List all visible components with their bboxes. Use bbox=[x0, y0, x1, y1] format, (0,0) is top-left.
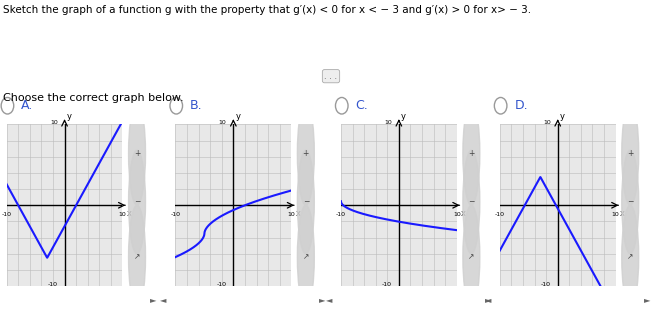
Text: ◄: ◄ bbox=[326, 295, 332, 304]
Text: 10: 10 bbox=[287, 212, 295, 217]
Text: ◄: ◄ bbox=[160, 295, 167, 304]
Text: x: x bbox=[296, 209, 301, 218]
Text: y: y bbox=[236, 112, 240, 121]
Circle shape bbox=[128, 150, 146, 254]
Circle shape bbox=[463, 205, 480, 309]
Text: y: y bbox=[560, 112, 565, 121]
Text: -10: -10 bbox=[1, 212, 12, 217]
Text: 10: 10 bbox=[50, 120, 58, 125]
Circle shape bbox=[128, 102, 146, 205]
Text: −: − bbox=[627, 197, 634, 207]
Text: +: + bbox=[303, 149, 309, 158]
Text: 10: 10 bbox=[118, 212, 126, 217]
Text: -10: -10 bbox=[216, 282, 226, 287]
Text: ↗: ↗ bbox=[468, 253, 475, 262]
Text: ◄: ◄ bbox=[485, 295, 491, 304]
Text: Sketch the graph of a function g with the property that g′(x) < 0 for x < − 3 an: Sketch the graph of a function g with th… bbox=[3, 5, 532, 15]
Text: ↗: ↗ bbox=[134, 253, 140, 262]
Text: −: − bbox=[468, 197, 475, 207]
Text: +: + bbox=[468, 149, 475, 158]
Circle shape bbox=[297, 150, 314, 254]
Text: ↗: ↗ bbox=[303, 253, 309, 262]
Text: +: + bbox=[627, 149, 634, 158]
Text: y: y bbox=[401, 112, 406, 121]
Circle shape bbox=[297, 205, 314, 309]
Circle shape bbox=[463, 150, 480, 254]
Text: y: y bbox=[67, 112, 71, 121]
Text: 10: 10 bbox=[612, 212, 620, 217]
Text: 10: 10 bbox=[453, 212, 461, 217]
Text: C.: C. bbox=[355, 99, 368, 112]
Circle shape bbox=[622, 102, 639, 205]
Text: A.: A. bbox=[21, 99, 34, 112]
Text: ↗: ↗ bbox=[627, 253, 634, 262]
Text: -10: -10 bbox=[495, 212, 505, 217]
Text: x: x bbox=[127, 209, 132, 218]
Text: D.: D. bbox=[514, 99, 528, 112]
Text: Choose the correct graph below.: Choose the correct graph below. bbox=[3, 93, 184, 103]
Circle shape bbox=[297, 102, 314, 205]
Text: -10: -10 bbox=[48, 282, 58, 287]
Text: -10: -10 bbox=[336, 212, 346, 217]
Text: ►: ► bbox=[150, 295, 157, 304]
Text: x: x bbox=[461, 209, 466, 218]
Text: 10: 10 bbox=[218, 120, 226, 125]
Text: ►: ► bbox=[643, 295, 650, 304]
Text: -10: -10 bbox=[541, 282, 551, 287]
Text: −: − bbox=[134, 197, 140, 207]
Text: -10: -10 bbox=[382, 282, 392, 287]
Circle shape bbox=[128, 205, 146, 309]
Text: 10: 10 bbox=[543, 120, 551, 125]
Circle shape bbox=[622, 205, 639, 309]
Text: +: + bbox=[134, 149, 140, 158]
Circle shape bbox=[463, 102, 480, 205]
Text: −: − bbox=[303, 197, 309, 207]
Circle shape bbox=[622, 150, 639, 254]
Text: 10: 10 bbox=[384, 120, 392, 125]
Text: B.: B. bbox=[190, 99, 203, 112]
Text: -10: -10 bbox=[170, 212, 181, 217]
Text: . . .: . . . bbox=[324, 72, 338, 81]
Text: x: x bbox=[620, 209, 625, 218]
Text: ►: ► bbox=[319, 295, 326, 304]
Text: ►: ► bbox=[485, 295, 491, 304]
